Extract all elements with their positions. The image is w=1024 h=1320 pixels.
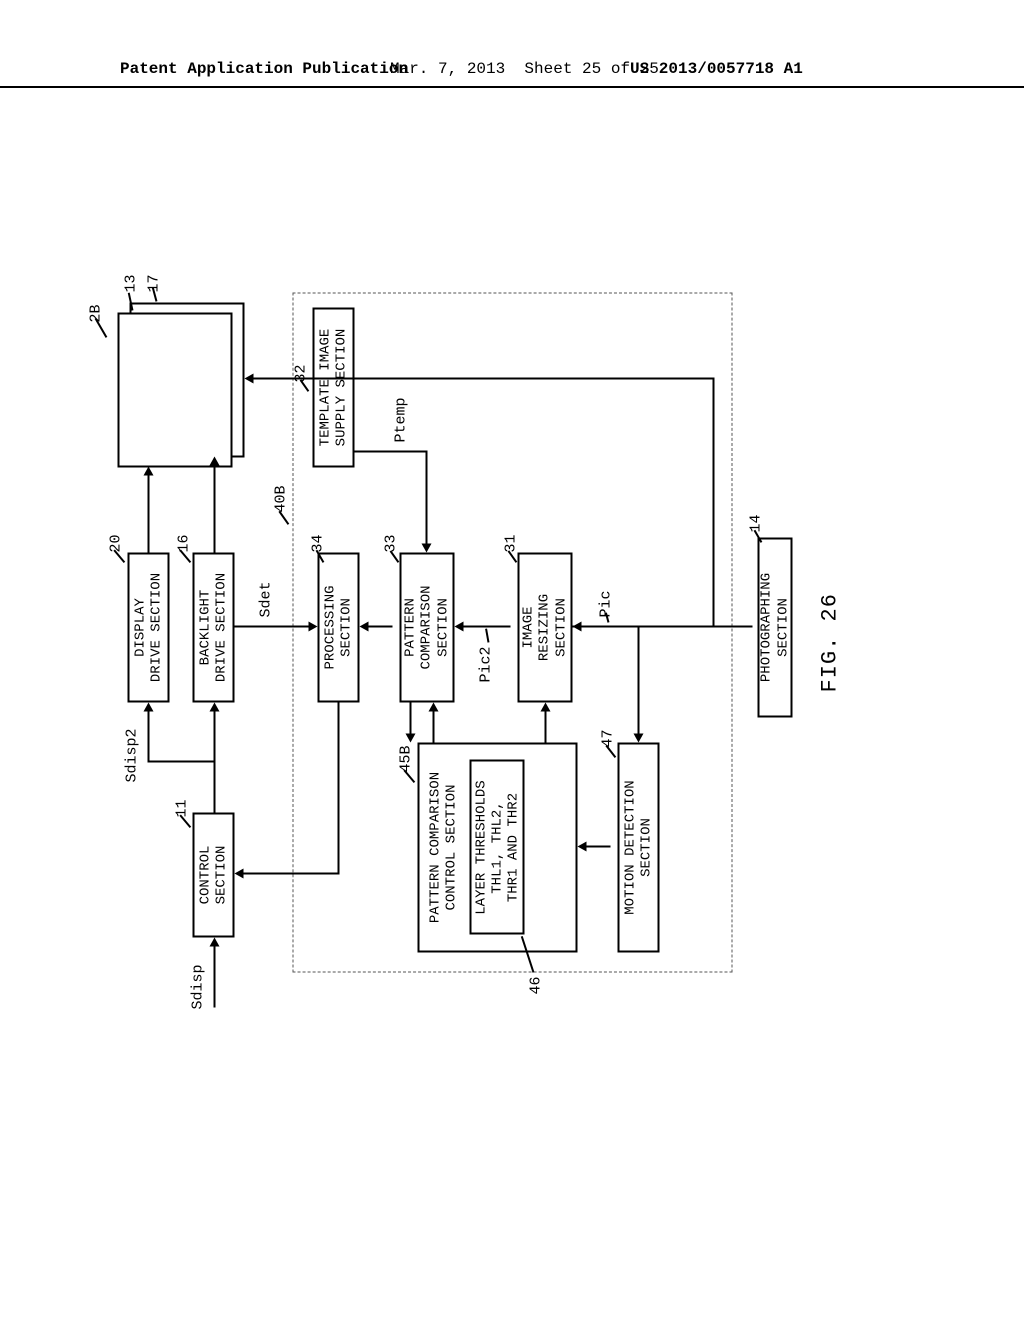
arrow-45b-to-31	[545, 711, 547, 743]
arrow-pic2	[463, 626, 511, 628]
header-date-sheet: Mar. 7, 2013 Sheet 25 of 25	[390, 60, 659, 78]
motion-detection-section: MOTION DETECTION SECTION	[618, 743, 660, 953]
figure-26-diagram: 2B 13 17 DISPLAY DRIVE SECTION 20 BACKLI…	[118, 293, 883, 1013]
lead-40b	[278, 511, 288, 525]
template-image-supply-section: TEMPLATE IMAGE SUPPLY SECTION	[313, 308, 355, 468]
page-header: Patent Application Publication Mar. 7, 2…	[0, 82, 1024, 88]
ref-pattern-comp: 33	[383, 534, 400, 552]
control-section: CONTROL SECTION	[193, 813, 235, 938]
ref-control: 11	[174, 799, 191, 817]
arrow-bldrive-to-backlight	[214, 465, 216, 553]
ref-pcc: 45B	[398, 745, 415, 772]
pattern-comparison-section: PATTERN COMPARISON SECTION	[400, 553, 455, 703]
wire-proc-ctrl-v	[243, 873, 338, 875]
ref-40b: 40B	[273, 485, 290, 512]
backlight-drive-section: BACKLIGHT DRIVE SECTION	[193, 553, 235, 703]
arrow-sdisp-in	[214, 946, 216, 1008]
wire-ptemp-v	[355, 451, 428, 453]
ref-display-panel: 13	[123, 274, 140, 292]
ref-processing: 34	[310, 534, 327, 552]
layer-thresholds-box: LAYER THRESHOLDS THL1, THL2, THR1 AND TH…	[470, 760, 525, 935]
header-publication-type: Patent Application Publication	[120, 60, 408, 78]
pattern-comparison-control-section: PATTERN COMPARISON CONTROL SECTION LAYER…	[418, 743, 578, 953]
ref-display-drive: 20	[108, 534, 125, 552]
display-panel	[118, 313, 233, 468]
arrow-45b-to-33	[433, 711, 435, 743]
wire-pic-to-47	[638, 626, 640, 735]
signal-pic2: Pic2	[478, 646, 495, 682]
arrow-sdet	[235, 626, 310, 628]
signal-sdet: Sdet	[258, 581, 275, 617]
wire-sdisp2-h	[148, 711, 150, 763]
wire-pic-into-31	[581, 626, 582, 628]
signal-sdisp2: Sdisp2	[124, 728, 141, 782]
wire-pic-right-h	[713, 378, 715, 628]
arrow-control-to-bldrive	[214, 711, 216, 813]
ref-photo: 14	[748, 514, 765, 532]
header-pubno: US 2013/0057718 A1	[630, 60, 803, 78]
figure-label: FIG. 26	[818, 593, 843, 692]
wire-ptemp-h	[426, 451, 428, 545]
ref-backlight-drive: 16	[176, 534, 193, 552]
page: Patent Application Publication Mar. 7, 2…	[0, 0, 1024, 1320]
wire-sdisp2-v	[148, 761, 214, 763]
arrow-47-to-45b	[586, 846, 611, 848]
arrow-33-to-34	[368, 626, 393, 628]
image-resizing-section: IMAGE RESIZING SECTION	[518, 553, 573, 703]
display-drive-section: DISPLAY DRIVE SECTION	[128, 553, 170, 703]
ref-motion: 47	[600, 729, 617, 747]
processing-section: PROCESSING SECTION	[318, 553, 360, 703]
arrow-dispdrive-to-panel	[148, 475, 150, 553]
wire-proc-ctrl-h	[338, 703, 340, 875]
ref-image-resize: 31	[503, 534, 520, 552]
arrow-33-to-45b	[410, 703, 412, 735]
wire-pic-main-v	[573, 626, 753, 628]
signal-ptemp: Ptemp	[393, 397, 410, 442]
photographing-section: PHOTOGRAPHING SECTION	[758, 538, 793, 718]
signal-sdisp: Sdisp	[190, 964, 207, 1009]
ref-thresholds: 46	[528, 976, 545, 994]
wire-pic-right-v	[253, 378, 715, 380]
